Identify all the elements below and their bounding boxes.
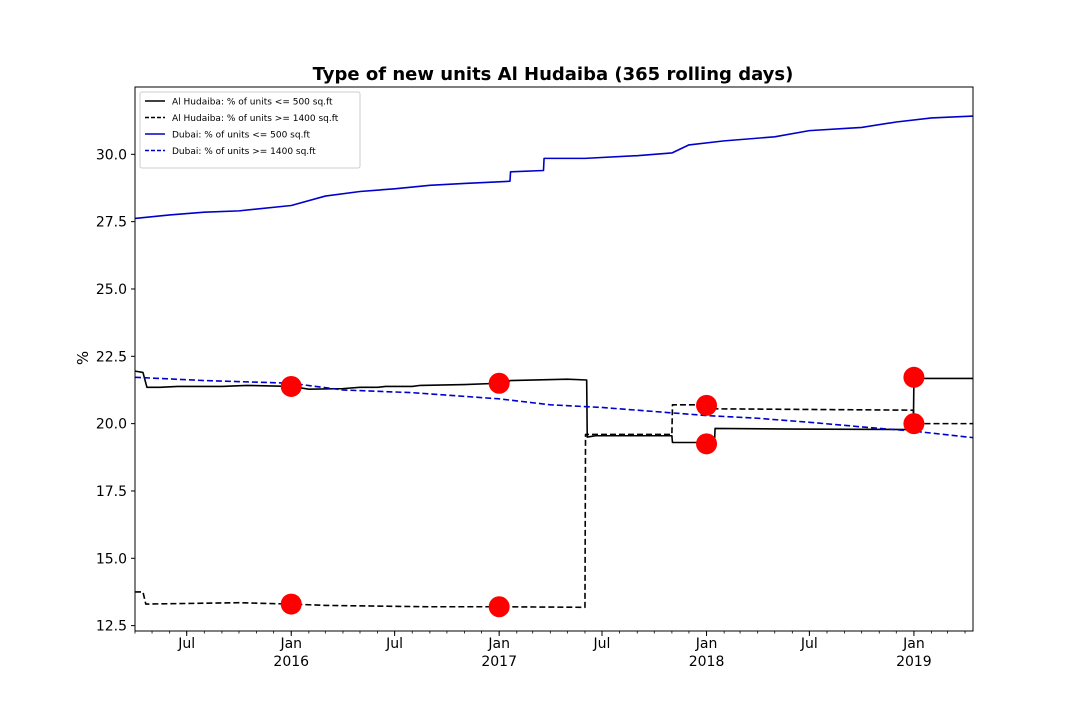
x-tick-label: Jan: [695, 636, 718, 652]
marker-point: [903, 413, 925, 435]
y-tick-label: 30.0: [96, 147, 127, 163]
plot-frame: [134, 86, 974, 632]
x-tick-label: Jan: [279, 636, 302, 652]
marker-point: [903, 366, 925, 388]
chart-title: Type of new units Al Hudaiba (365 rollin…: [313, 64, 794, 85]
x-tick-year-label: 2019: [896, 654, 932, 670]
x-tick-label: Jul: [800, 636, 818, 652]
x-tick-label: Jul: [385, 636, 403, 652]
x-tick-year-label: 2016: [273, 654, 309, 670]
marker-point: [696, 433, 718, 455]
series-line-4: [135, 376, 973, 439]
legend: Al Hudaiba: % of units <= 500 sq.ft Al Hu…: [139, 91, 361, 169]
marker-point: [280, 375, 302, 397]
marker-point: [488, 596, 510, 618]
x-tick-label: Jan: [902, 636, 925, 652]
y-tick-label: 12.5: [96, 619, 127, 635]
legend-box: [139, 91, 361, 169]
x-tick-label: Jan: [487, 636, 510, 652]
x-tick-year-label: 2018: [689, 654, 725, 670]
legend-label: Dubai: % of units <= 500 sq.ft: [172, 131, 310, 141]
legend-label: Al Hudaiba: % of units >= 1400 sq.ft: [172, 114, 339, 124]
series-layer: [135, 115, 973, 609]
y-tick-label: 22.5: [96, 349, 127, 365]
y-axis: 12.5 15.0 17.5 20.0 22.5 25.0 27.5 30.0: [96, 147, 135, 635]
y-tick-label: 27.5: [96, 215, 127, 231]
marker-layer: [280, 366, 925, 618]
series-line-1: [135, 370, 973, 444]
y-tick-label: 20.0: [96, 417, 127, 433]
y-tick-label: 25.0: [96, 282, 127, 298]
y-tick-label: 15.0: [96, 551, 127, 567]
y-axis-label: %: [74, 351, 92, 365]
marker-point: [696, 394, 718, 416]
x-axis: Jul Jan 2016 Jul Jan 2017 Jul Jan 2018 Jul Jan 2019: [134, 631, 966, 670]
x-tick-label: Jul: [177, 636, 195, 652]
series-line-2: [135, 403, 973, 609]
series-line-3: [135, 115, 973, 220]
legend-label: Al Hudaiba: % of units <= 500 sq.ft: [172, 98, 333, 108]
y-tick-label: 17.5: [96, 484, 127, 500]
marker-point: [280, 593, 302, 615]
x-tick-label: Jul: [593, 636, 611, 652]
legend-label: Dubai: % of units >= 1400 sq.ft: [172, 147, 316, 157]
marker-point: [488, 372, 510, 394]
x-tick-year-label: 2017: [481, 654, 517, 670]
